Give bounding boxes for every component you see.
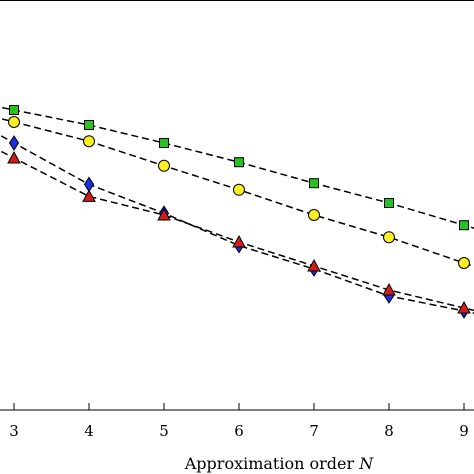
x-tick-label: 7 xyxy=(309,422,319,440)
x-axis: 3 4 5 6 7 8 9 xyxy=(9,403,469,440)
data-point xyxy=(308,209,320,221)
x-tick-label: 9 xyxy=(459,422,469,440)
series-triangle xyxy=(0,149,474,314)
x-tick-label: 5 xyxy=(159,422,169,440)
data-point xyxy=(384,198,394,208)
data-point xyxy=(232,234,246,248)
data-point xyxy=(233,183,245,196)
series-line xyxy=(0,106,474,229)
data-point xyxy=(9,105,19,115)
data-point xyxy=(8,135,20,151)
series-line xyxy=(0,149,474,312)
series-square xyxy=(0,105,474,231)
data-point xyxy=(309,178,319,189)
data-point xyxy=(83,135,95,148)
data-point xyxy=(458,257,470,269)
series-circle xyxy=(0,116,474,269)
data-point xyxy=(307,258,321,272)
x-axis-title: Approximation order N xyxy=(184,454,374,473)
data-point xyxy=(383,231,395,244)
data-point xyxy=(457,300,471,314)
data-point xyxy=(459,220,469,231)
x-tick-label: 8 xyxy=(384,422,394,440)
data-point xyxy=(158,159,170,172)
data-point xyxy=(382,282,396,296)
x-tick-label: 3 xyxy=(9,422,19,440)
data-point xyxy=(82,189,96,202)
plot-frame xyxy=(0,0,474,411)
data-point xyxy=(7,150,21,164)
data-point xyxy=(8,116,20,128)
data-point xyxy=(84,120,94,130)
data-point xyxy=(159,138,169,148)
data-point xyxy=(234,157,244,168)
data-point xyxy=(157,207,171,221)
series-layer xyxy=(0,105,474,319)
data-point xyxy=(83,176,95,193)
x-tick-label: 6 xyxy=(234,422,244,440)
x-tick-label: 4 xyxy=(84,422,94,440)
